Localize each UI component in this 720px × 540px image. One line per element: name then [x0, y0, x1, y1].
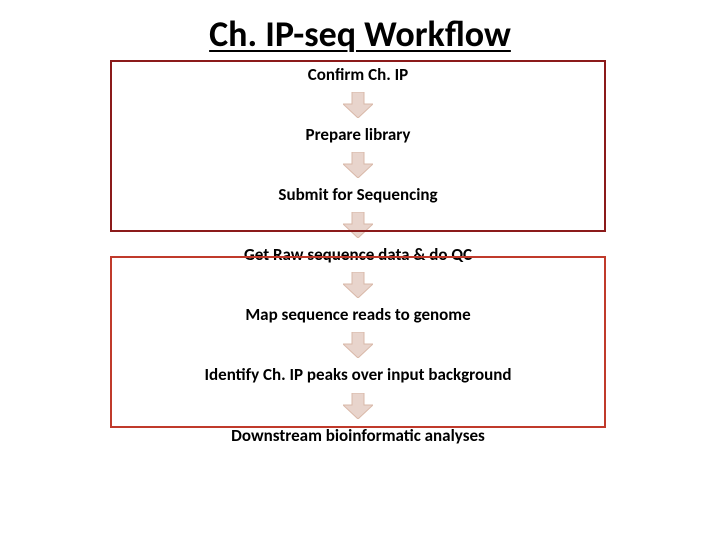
workflow-step: Submit for Sequencing — [278, 184, 437, 206]
page-title: Ch. IP-seq Workflow — [0, 12, 720, 56]
workflow-step: Downstream bioinformatic analyses — [231, 425, 485, 447]
down-arrow-icon — [343, 212, 373, 238]
workflow-step: Identify Ch. IP peaks over input backgro… — [204, 364, 511, 386]
workflow-step: Map sequence reads to genome — [245, 304, 470, 326]
workflow-step: Prepare library — [306, 124, 411, 146]
workflow-column: Confirm Ch. IP Prepare library Submit fo… — [118, 64, 598, 447]
down-arrow-icon — [343, 92, 373, 118]
down-arrow-icon — [343, 332, 373, 358]
workflow-step: Get Raw sequence data & do QC — [244, 244, 472, 266]
down-arrow-icon — [343, 393, 373, 419]
workflow-step: Confirm Ch. IP — [308, 64, 408, 86]
down-arrow-icon — [343, 272, 373, 298]
down-arrow-icon — [343, 152, 373, 178]
